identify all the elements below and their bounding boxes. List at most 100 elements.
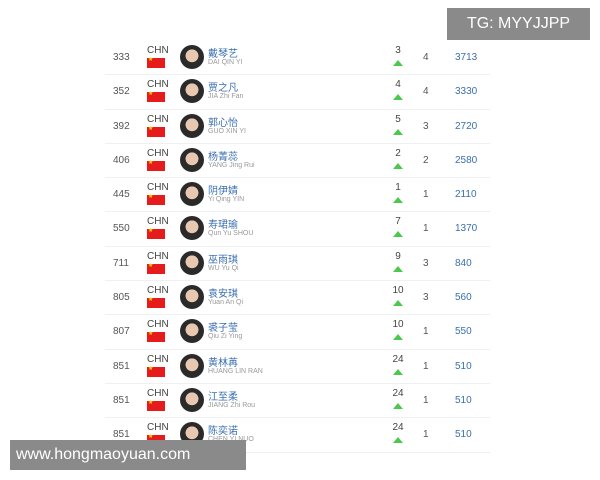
arrow-up-icon — [393, 437, 403, 444]
points[interactable]: 840 — [455, 257, 472, 269]
rank: 550 — [113, 223, 130, 235]
player-name-en: Qun Yu SHOU — [208, 230, 254, 238]
rank: 805 — [113, 292, 130, 304]
player-name-en: CHEN YI NUO — [208, 436, 254, 443]
country-code: CHN — [147, 147, 169, 159]
arrow-up-icon — [393, 197, 403, 204]
points[interactable]: 2110 — [455, 189, 477, 201]
tournaments: 4 — [423, 86, 429, 98]
table-row: 445 CHN 阴伊婧 Yi Qing YIN 1 1 2110 — [105, 178, 490, 213]
rank-change: 10 — [392, 285, 404, 297]
points[interactable]: 3330 — [455, 86, 478, 98]
rank-change: 4 — [395, 79, 401, 91]
points[interactable]: 2580 — [455, 154, 478, 166]
points[interactable]: 550 — [455, 326, 472, 338]
rank: 406 — [113, 154, 130, 166]
rank: 711 — [113, 257, 129, 269]
player-avatar — [180, 113, 204, 138]
player-name-cn[interactable]: 寿珺瑜 — [208, 220, 238, 232]
player-name-en: JIANG Zhi Rou — [208, 401, 256, 409]
table-row: 711 CHN 巫雨琪 WU Yu Qi 9 3 840 — [105, 247, 490, 282]
tournaments: 3 — [423, 257, 429, 269]
player-avatar — [180, 79, 204, 104]
rank-change: 2 — [395, 147, 401, 159]
player-name-cn[interactable]: 巫雨琪 — [208, 254, 238, 266]
player-name-cn[interactable]: 袁安琪 — [208, 289, 238, 301]
arrow-up-icon — [393, 94, 403, 101]
player-name-en: YANG Jing Rui — [208, 161, 255, 169]
rank-change: 24 — [392, 422, 404, 434]
arrow-up-icon — [393, 265, 403, 272]
arrow-up-icon — [393, 162, 403, 169]
china-flag-icon — [147, 193, 165, 206]
player-avatar — [180, 387, 204, 412]
points[interactable]: 510 — [455, 429, 472, 441]
tg-watermark: TG: MYYJJPP — [447, 8, 590, 40]
tournaments: 1 — [423, 394, 429, 406]
player-name-en: HUANG LIN RAN — [208, 367, 263, 375]
table-row: 406 CHN 杨菁蕊 YANG Jing Rui 2 2 2580 — [105, 144, 490, 179]
player-name-cn[interactable]: 黄林苒 — [208, 357, 238, 369]
china-flag-icon — [147, 330, 165, 343]
points[interactable]: 2720 — [455, 120, 478, 132]
table-row: 333 CHN 戴琴艺 DAI QIN YI 3 4 3713 — [105, 41, 490, 76]
rank-change: 24 — [392, 353, 404, 365]
player-name-cn[interactable]: 阴伊婧 — [208, 186, 238, 198]
china-flag-icon — [147, 90, 165, 103]
rank-change: 10 — [392, 319, 404, 331]
player-name-cn[interactable]: 江至柔 — [208, 391, 238, 403]
player-name-cn[interactable]: 杨菁蕊 — [208, 151, 238, 163]
china-flag-icon — [147, 365, 165, 377]
arrow-up-icon — [393, 402, 403, 409]
country-code: CHN — [147, 250, 169, 262]
points[interactable]: 510 — [455, 360, 472, 372]
tournaments: 1 — [423, 360, 429, 372]
country-code: CHN — [147, 319, 169, 331]
tournaments: 1 — [423, 223, 429, 235]
country-code: CHN — [147, 285, 169, 297]
country-code: CHN — [147, 182, 169, 194]
player-name-en: Yuan An Qi — [208, 299, 244, 307]
player-avatar — [180, 285, 204, 310]
player-name-cn[interactable]: 戴琴艺 — [208, 49, 238, 60]
table-row: 851 CHN 江至柔 JIANG Zhi Rou 24 1 510 — [105, 384, 490, 419]
arrow-up-icon — [393, 128, 403, 135]
player-name-cn[interactable]: 贾之凡 — [208, 83, 238, 95]
points[interactable]: 510 — [455, 394, 472, 406]
rank-change: 7 — [395, 216, 401, 228]
tournaments: 1 — [423, 429, 429, 441]
player-name-en: Yi Qing YIN — [208, 196, 245, 204]
player-avatar — [180, 250, 204, 275]
table-row: 352 CHN 贾之凡 JIA Zhi Fan 4 4 3330 — [105, 75, 490, 110]
country-code: CHN — [147, 422, 169, 434]
player-avatar — [180, 45, 204, 69]
points[interactable]: 560 — [455, 292, 472, 304]
rank: 333 — [113, 52, 130, 63]
player-name-cn[interactable]: 裘子莹 — [208, 323, 238, 335]
player-name-cn[interactable]: 郭心怡 — [208, 117, 238, 129]
player-name-cn[interactable]: 陈奕诺 — [208, 426, 238, 438]
points[interactable]: 1370 — [455, 223, 478, 235]
site-watermark: www.hongmaoyuan.com — [10, 440, 246, 470]
rank: 807 — [113, 326, 130, 338]
china-flag-icon — [147, 399, 165, 411]
points[interactable]: 3713 — [455, 52, 478, 63]
country-code: CHN — [147, 216, 169, 228]
arrow-up-icon — [393, 300, 403, 307]
china-flag-icon — [147, 125, 165, 137]
rank-change: 3 — [395, 45, 401, 56]
table-row: 851 CHN 黄林苒 HUANG LIN RAN 24 1 510 — [105, 350, 490, 384]
china-flag-icon — [147, 56, 165, 68]
arrow-up-icon — [393, 60, 403, 66]
player-name-en: Qiu Zi Ying — [208, 333, 243, 341]
rank: 851 — [113, 360, 130, 372]
rank-change: 24 — [392, 387, 404, 399]
rank-change: 5 — [395, 113, 401, 125]
tournaments: 1 — [423, 189, 429, 201]
table-row: 392 CHN 郭心怡 GUO XIN YI 5 3 2720 — [105, 110, 490, 144]
tournaments: 3 — [423, 120, 429, 132]
table-row: 550 CHN 寿珺瑜 Qun Yu SHOU 7 1 1370 — [105, 212, 490, 247]
country-code: CHN — [147, 45, 169, 56]
table-row: 805 CHN 袁安琪 Yuan An Qi 10 3 560 — [105, 281, 490, 316]
country-code: CHN — [147, 387, 169, 399]
